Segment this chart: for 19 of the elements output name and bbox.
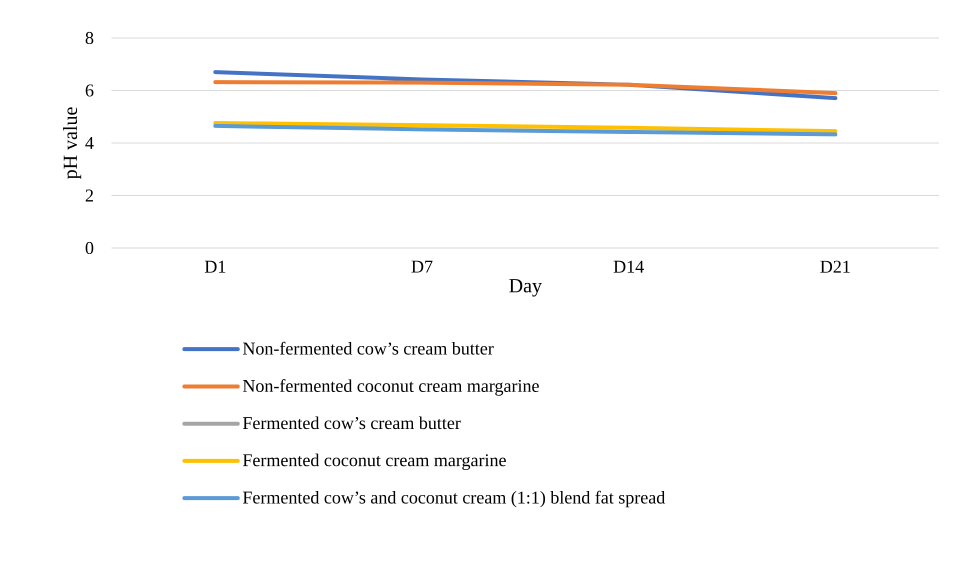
- y-tick-label: 4: [85, 137, 94, 149]
- legend-label: Fermented coconut cream margarine: [242, 454, 506, 470]
- legend-label: Non-fermented cow’s cream butter: [242, 342, 494, 355]
- y-tick-label: 0: [86, 242, 94, 254]
- line-series: [213, 124, 838, 136]
- y-tick-label: 8: [86, 32, 94, 44]
- line-series: [213, 121, 838, 134]
- legend-label: Fermented cow’s cream butter: [242, 416, 461, 430]
- y-tick-label: 6: [86, 84, 94, 97]
- line-series: [213, 80, 838, 96]
- x-tick-label: D14: [614, 260, 644, 273]
- y-tick-label: 2: [86, 190, 93, 202]
- x-tick-label: D7: [412, 260, 432, 273]
- x-axis-title: Day: [509, 279, 542, 297]
- x-tick-label: D1: [204, 260, 226, 273]
- x-tick-label: D21: [820, 260, 850, 273]
- legend-label: Fermented cow’s and coconut cream (1:1) blend fat spread: [242, 490, 666, 508]
- y-axis-title: pH value: [63, 107, 82, 180]
- legend-label: Non-fermented coconut cream margarine: [242, 379, 539, 396]
